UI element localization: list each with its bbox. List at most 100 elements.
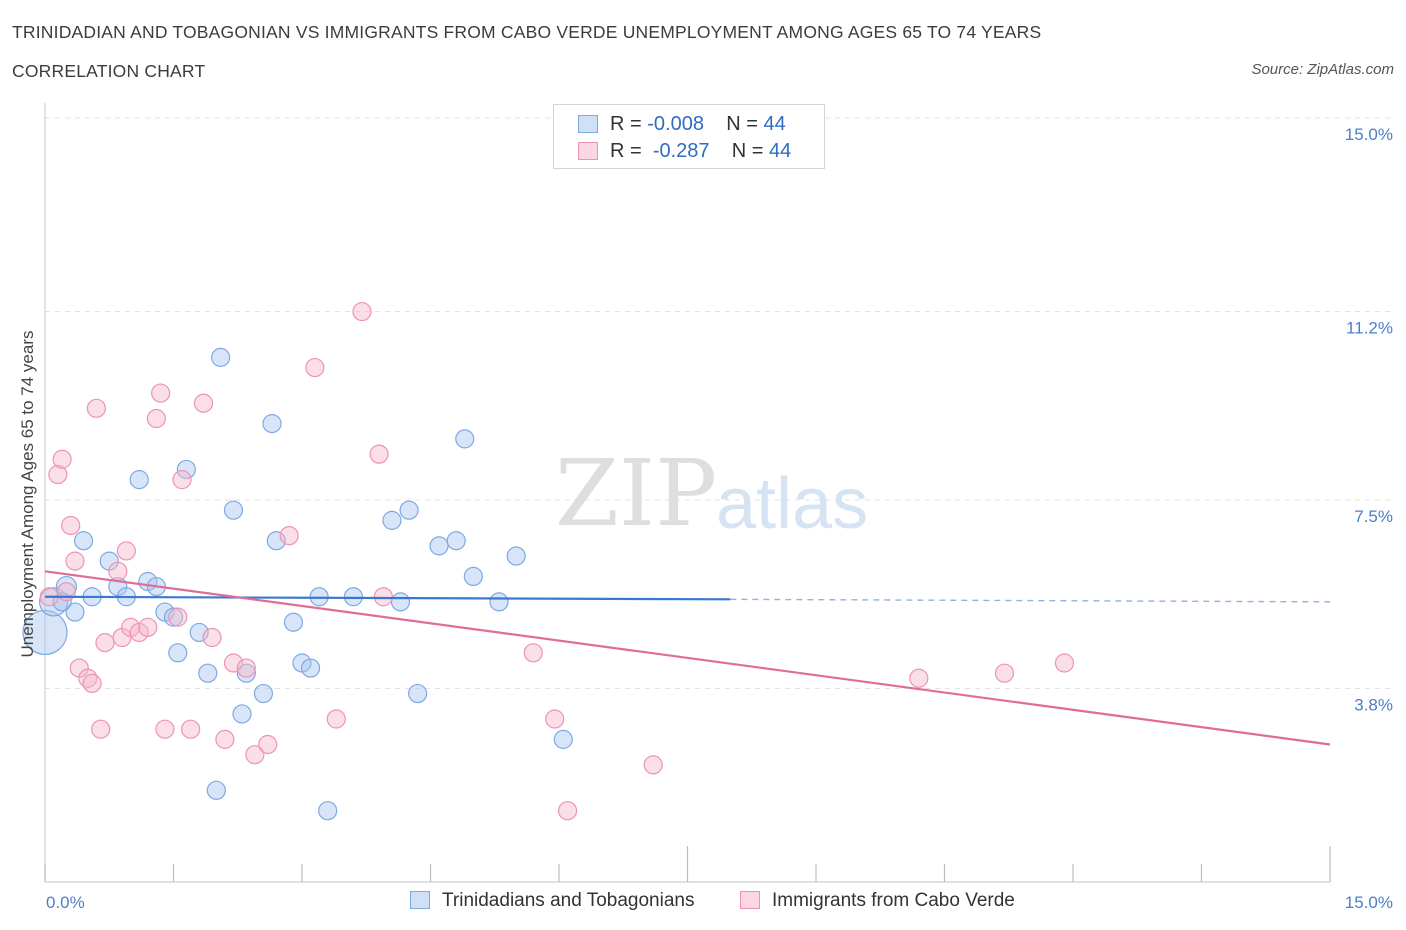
point-trinidadian — [300, 658, 321, 678]
point-cabo-verde — [181, 719, 201, 739]
legend-n-value: 44 — [769, 140, 792, 162]
point-trinidadian — [382, 510, 402, 530]
point-trinidadian — [176, 459, 196, 480]
x-tick-labels: 0.0% 15.0% — [46, 893, 1393, 912]
legend-r-value: -0.287 — [652, 140, 710, 162]
point-cabo-verde — [236, 658, 256, 678]
point-trinidadian — [463, 566, 483, 587]
point-cabo-verde — [138, 617, 158, 637]
point-cabo-verde — [994, 663, 1015, 683]
point-trinidadian — [506, 546, 526, 566]
point-trinidadian — [73, 531, 94, 551]
point-trinidadian — [455, 429, 475, 449]
point-cabo-verde — [258, 734, 278, 755]
y-tick-label: 15.0% — [1345, 125, 1393, 144]
point-trinidadian — [198, 663, 218, 683]
x-tick-label: 0.0% — [46, 893, 85, 912]
legend-swatch-pink — [578, 142, 598, 160]
point-trinidadian — [318, 801, 338, 821]
point-cabo-verde — [146, 408, 166, 429]
point-trinidadian — [236, 663, 256, 683]
point-cabo-verde — [193, 393, 214, 413]
legend-r-label: R = — [610, 113, 648, 135]
legend-swatch-blue — [578, 115, 598, 133]
bottom-legend-swatch-blue — [410, 891, 430, 909]
point-cabo-verde — [108, 561, 128, 581]
watermark: ZIP atlas — [555, 440, 868, 547]
point-trinidadian — [253, 683, 274, 704]
point-trinidadian — [399, 500, 419, 520]
point-cabo-verde — [65, 551, 85, 571]
legend-n-label: N = — [731, 140, 770, 162]
point-cabo-verde — [909, 668, 929, 688]
y-tick-labels: 3.8% 7.5% 11.2% 15.0% — [1345, 125, 1393, 714]
point-cabo-verde — [61, 515, 81, 536]
point-trinidadian — [343, 587, 363, 607]
legend-row-trinidadian: R = -0.008 N = 44 — [578, 113, 786, 137]
point-cabo-verde — [86, 398, 107, 418]
grid-lines — [45, 117, 1395, 689]
bottom-legend-label: Immigrants from Cabo Verde — [772, 890, 1015, 911]
point-trinidadian — [390, 592, 411, 612]
point-trinidadian — [129, 470, 149, 490]
point-trinidadian — [283, 612, 304, 632]
point-cabo-verde — [643, 755, 663, 775]
point-trinidadian — [446, 531, 466, 551]
chart-subtitle: CORRELATION CHART — [12, 61, 206, 81]
point-trinidadian — [163, 607, 184, 627]
point-cabo-verde — [369, 444, 389, 464]
trend-lines — [44, 570, 1331, 746]
point-cabo-verde — [151, 383, 171, 403]
point-cabo-verde — [223, 653, 244, 673]
point-cabo-verde — [523, 643, 543, 663]
chart-title: TRINIDADIAN AND TOBAGONIAN VS IMMIGRANTS… — [12, 22, 1042, 42]
point-trinidadian — [266, 531, 286, 551]
point-trinidadian — [232, 704, 252, 724]
point-cabo-verde — [172, 470, 192, 490]
point-cabo-verde — [168, 607, 188, 627]
trend-line-cabo-verde — [44, 570, 1331, 746]
point-cabo-verde — [326, 709, 346, 729]
source-credit: Source: ZipAtlas.com — [1251, 61, 1394, 78]
point-cabo-verde — [116, 541, 136, 561]
point-cabo-verde — [279, 526, 299, 546]
bottom-legend-label: Trinidadians and Tobagonians — [442, 890, 695, 911]
point-trinidadian — [262, 414, 282, 434]
point-cabo-verde — [557, 801, 578, 821]
watermark-zip: ZIP — [555, 440, 717, 547]
point-cabo-verde — [202, 627, 222, 648]
point-cabo-verde — [1054, 653, 1075, 673]
point-cabo-verde — [215, 729, 235, 749]
point-cabo-verde — [245, 745, 265, 765]
point-trinidadian — [408, 683, 428, 704]
point-trinidadian — [553, 729, 573, 749]
point-trinidadian — [223, 500, 244, 520]
point-cabo-verde — [373, 587, 393, 607]
legend-r-value: -0.008 — [647, 113, 704, 135]
point-cabo-verde — [82, 673, 102, 693]
point-trinidadian — [22, 609, 68, 656]
point-cabo-verde — [56, 582, 77, 602]
legend-n-label: N = — [726, 113, 764, 135]
point-cabo-verde — [545, 709, 565, 729]
x-tick-label: 15.0% — [1345, 893, 1393, 912]
legend-n-value: 44 — [763, 113, 786, 135]
point-trinidadian — [189, 622, 209, 643]
correlation-legend: R = -0.008 N = 44 R = -0.287 N = 44 — [553, 104, 825, 169]
y-tick-label: 3.8% — [1354, 695, 1393, 714]
point-cabo-verde — [305, 357, 325, 378]
trend-line-trinidadian — [44, 595, 731, 601]
watermark-atlas: atlas — [716, 464, 868, 544]
y-tick-label: 7.5% — [1354, 507, 1393, 526]
point-trinidadian — [65, 602, 85, 622]
bottom-legend-trinidadian: Trinidadians and Tobagonians — [410, 890, 694, 912]
point-cabo-verde — [352, 301, 372, 322]
legend-row-cabo-verde: R = -0.287 N = 44 — [578, 140, 791, 164]
point-trinidadian — [168, 643, 188, 663]
point-trinidadian — [429, 536, 449, 556]
bottom-legend-swatch-pink — [740, 891, 760, 909]
point-cabo-verde — [48, 464, 68, 485]
point-trinidadian — [206, 780, 226, 800]
point-cabo-verde — [52, 449, 72, 469]
